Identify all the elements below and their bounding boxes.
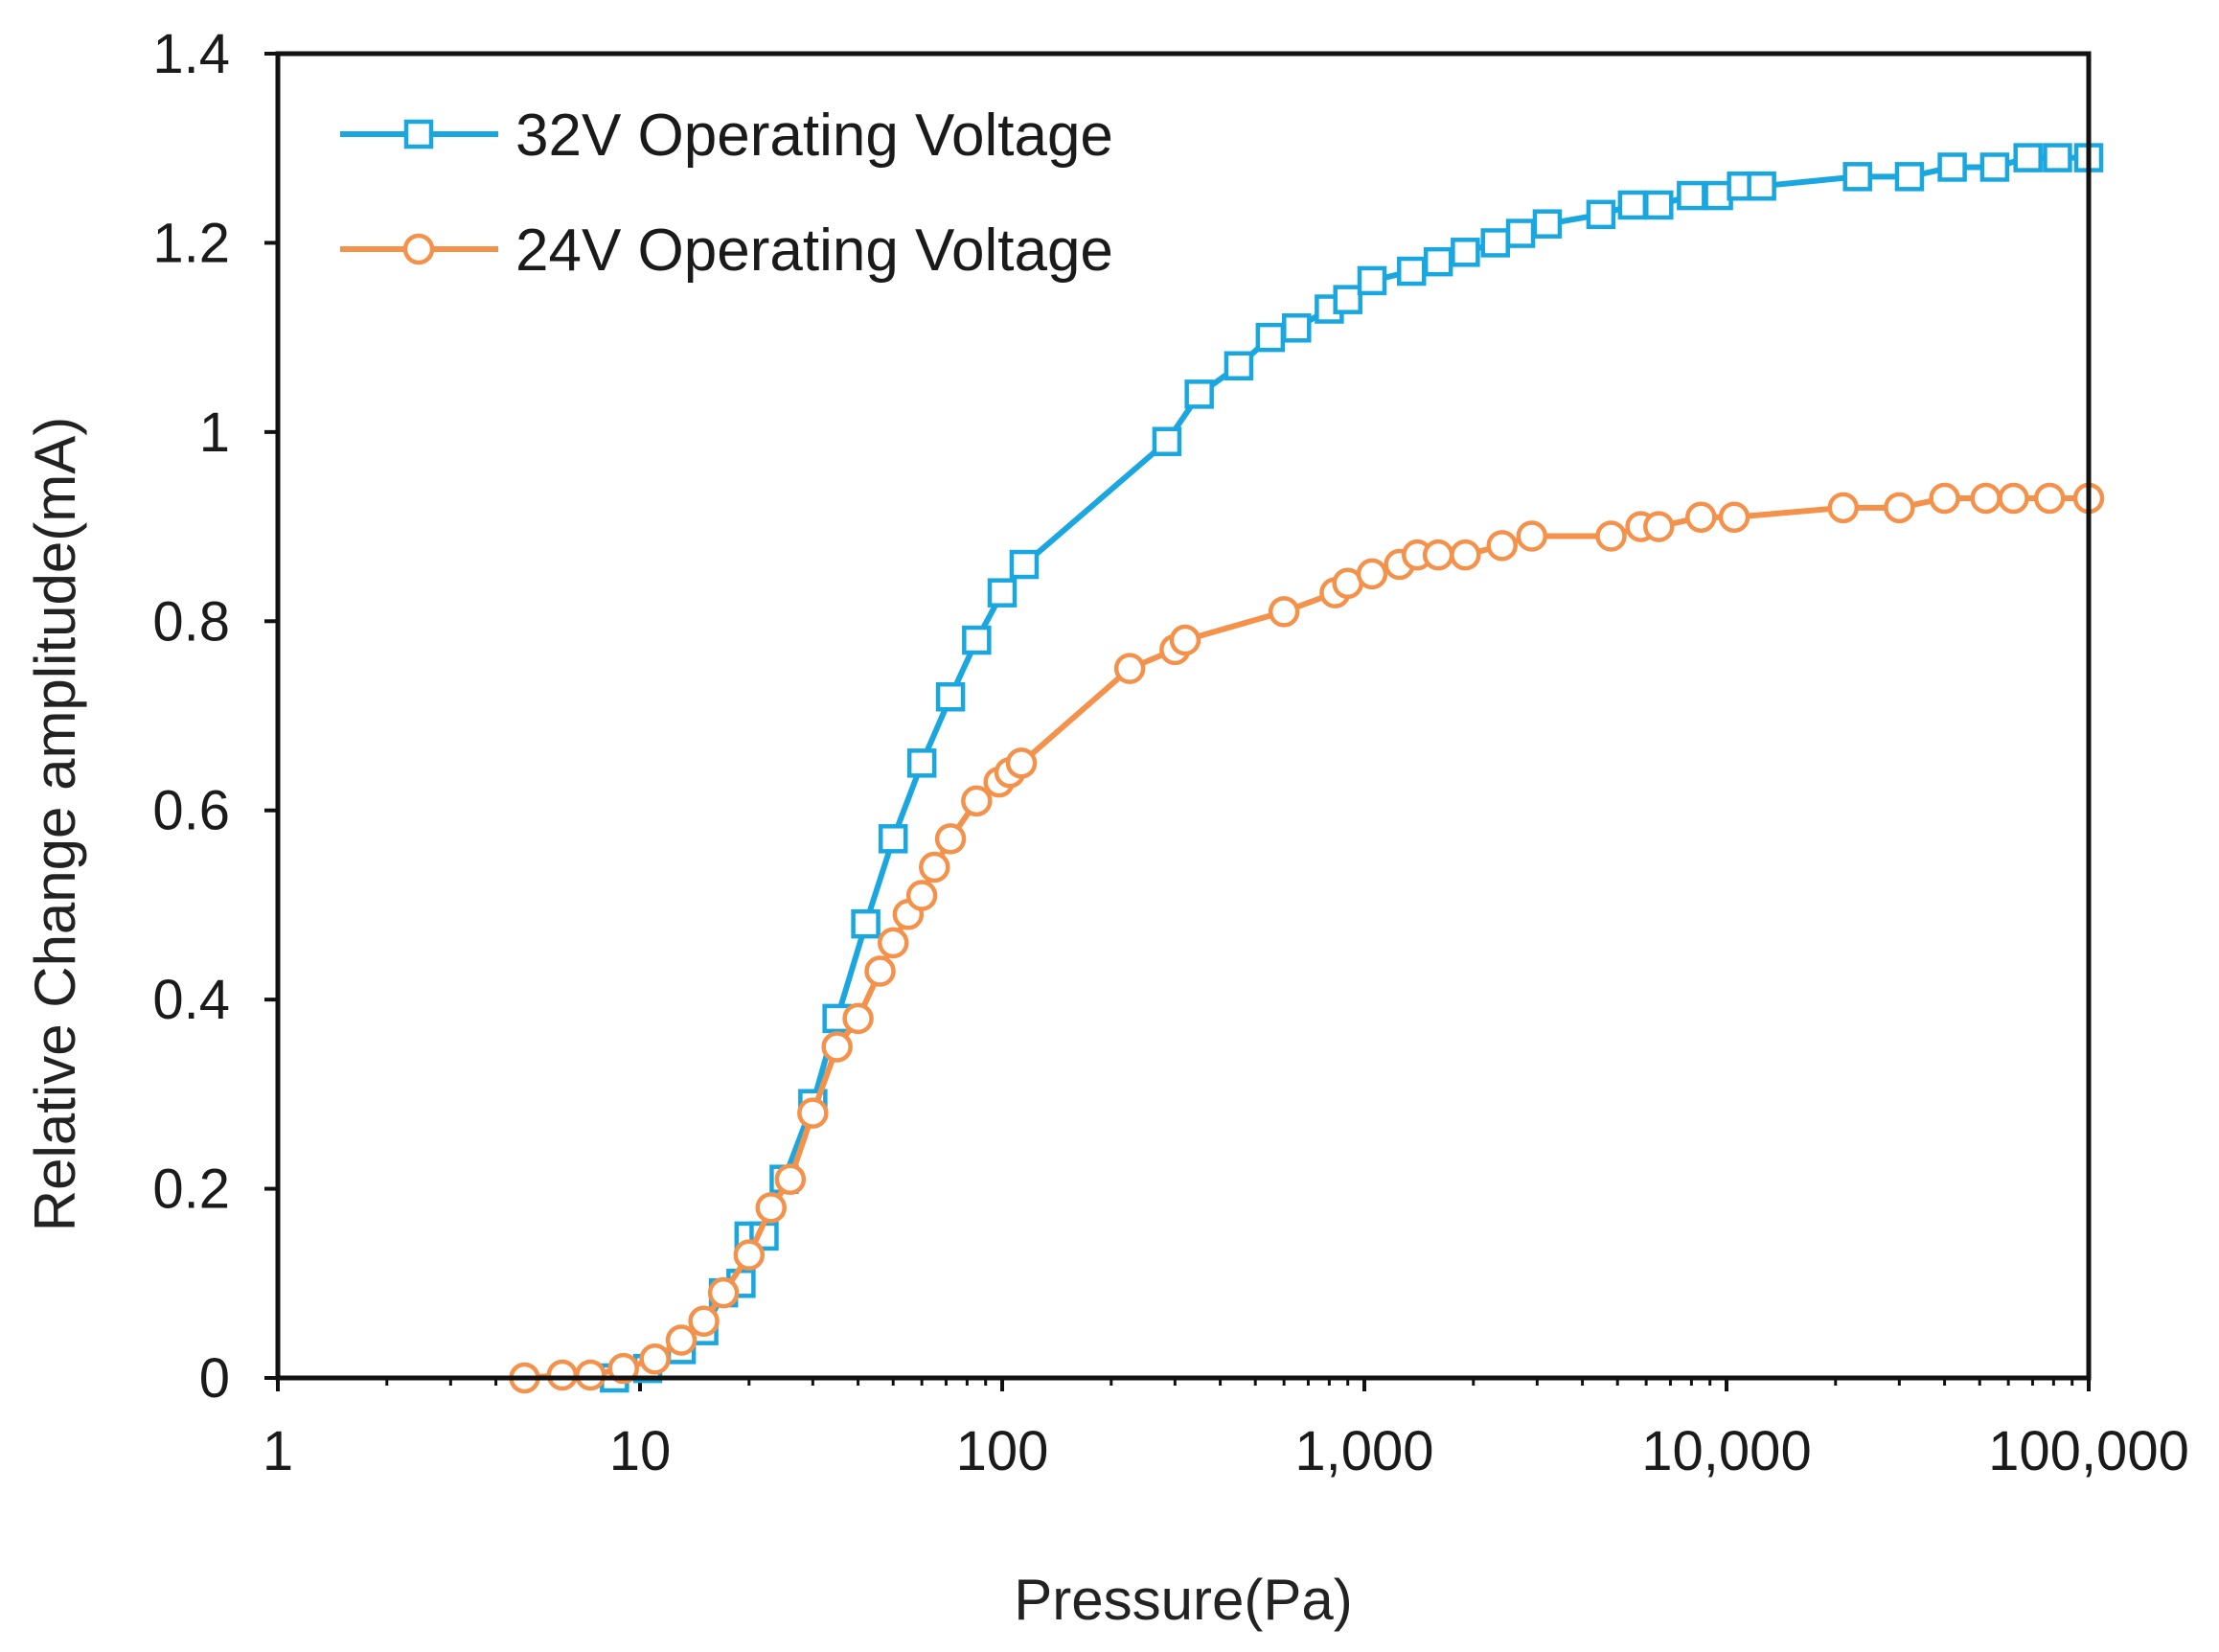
data-point — [1586, 199, 1616, 230]
data-point — [1356, 558, 1388, 590]
y-tick-label: 0 — [199, 1347, 230, 1410]
data-point — [575, 1359, 606, 1391]
y-tick-label: 1 — [199, 402, 230, 464]
data-point — [1113, 653, 1146, 684]
data-point — [1842, 162, 1872, 192]
data-point — [1505, 218, 1536, 248]
data-point — [1532, 209, 1563, 239]
data-point — [639, 1343, 671, 1375]
legend-label: 32V Operating Voltage — [515, 103, 1113, 169]
data-point — [1333, 285, 1362, 314]
data-point — [607, 1352, 639, 1385]
data-point — [906, 748, 937, 778]
x-tick-label: 1 — [263, 1420, 293, 1482]
y-tick-label: 0.4 — [152, 969, 230, 1031]
data-point — [755, 1192, 787, 1224]
data-point — [961, 785, 993, 817]
data-point — [1009, 549, 1040, 580]
data-point — [935, 682, 966, 712]
legend-marker — [402, 233, 435, 265]
data-point — [1397, 256, 1427, 287]
data-point — [1184, 379, 1214, 409]
y-axis-title: Relative Change amplitude(mA) — [23, 417, 87, 1231]
data-point — [2043, 143, 2072, 172]
data-point — [1255, 322, 1286, 353]
y-tick-label: 0.8 — [152, 590, 230, 653]
x-tick-label: 10 — [609, 1420, 672, 1482]
data-point — [934, 823, 967, 855]
data-point — [1169, 624, 1201, 656]
data-point — [1970, 482, 2002, 515]
series-2 — [509, 482, 2105, 1394]
data-point — [1422, 539, 1454, 571]
x-tick-label: 100,000 — [1988, 1420, 2189, 1482]
data-point — [688, 1305, 720, 1338]
data-point — [877, 927, 909, 959]
data-point — [1005, 747, 1038, 779]
data-point — [1677, 180, 1706, 211]
data-point — [1423, 246, 1453, 277]
legend-item: 32V Operating Voltage — [340, 103, 1113, 169]
data-point — [1827, 492, 1860, 524]
data-point — [2013, 143, 2043, 172]
data-point — [733, 1239, 766, 1271]
data-point — [1152, 426, 1182, 456]
data-point — [1224, 351, 1254, 381]
data-point — [774, 1163, 807, 1195]
data-point — [1486, 530, 1518, 562]
x-axis-title: Pressure(Pa) — [1014, 1568, 1352, 1632]
data-point — [1747, 171, 1776, 201]
data-point — [962, 625, 992, 655]
data-point — [987, 578, 1018, 608]
data-point — [1643, 511, 1675, 542]
data-point — [1451, 238, 1480, 267]
data-point — [1929, 482, 1960, 515]
data-point — [546, 1359, 579, 1391]
data-point — [1595, 520, 1627, 552]
y-axis-ticks: 0 0.2 0.4 0.6 0.8 1 1.2 1.4 — [152, 23, 278, 1410]
legend-marker — [403, 119, 434, 149]
legend: 32V Operating Voltage 24V Operating Volta… — [340, 103, 1113, 284]
data-point — [1644, 190, 1674, 220]
data-point — [851, 908, 881, 939]
data-point — [2033, 482, 2066, 515]
data-point — [1979, 152, 2010, 182]
data-point — [1480, 228, 1510, 258]
data-point — [1998, 482, 2029, 515]
data-point — [864, 955, 896, 987]
data-point — [1884, 492, 1915, 524]
x-axis-ticks: 1 10 100 1,000 10,000 100,000 — [263, 1378, 2189, 1482]
data-point — [905, 880, 938, 911]
data-point — [919, 851, 950, 883]
data-point — [1894, 162, 1925, 192]
x-tick-label: 100 — [956, 1420, 1049, 1482]
y-tick-label: 1.2 — [152, 212, 230, 274]
data-point — [1450, 539, 1481, 571]
y-tick-label: 0.6 — [152, 780, 230, 842]
data-point — [821, 1031, 853, 1063]
legend-label: 24V Operating Voltage — [515, 218, 1113, 284]
data-point — [842, 1002, 874, 1035]
data-point — [665, 1324, 698, 1356]
data-point — [1685, 501, 1717, 533]
data-point — [797, 1097, 829, 1129]
x-tick-label: 1,000 — [1294, 1420, 1433, 1482]
legend-item: 24V Operating Voltage — [340, 218, 1113, 284]
data-point — [878, 824, 908, 854]
data-point — [1282, 313, 1312, 343]
data-point — [1516, 520, 1548, 552]
data-point — [1937, 152, 1967, 182]
x-tick-label: 10,000 — [1641, 1420, 1811, 1482]
data-point — [1617, 190, 1648, 220]
data-point — [1357, 265, 1387, 296]
plot-frame — [275, 51, 2092, 1381]
data-point — [1268, 596, 1300, 628]
data-point — [1718, 501, 1750, 533]
data-point — [707, 1276, 740, 1309]
y-tick-label: 0.2 — [152, 1159, 230, 1221]
y-tick-label: 1.4 — [152, 23, 230, 85]
series-layer — [509, 143, 2105, 1394]
